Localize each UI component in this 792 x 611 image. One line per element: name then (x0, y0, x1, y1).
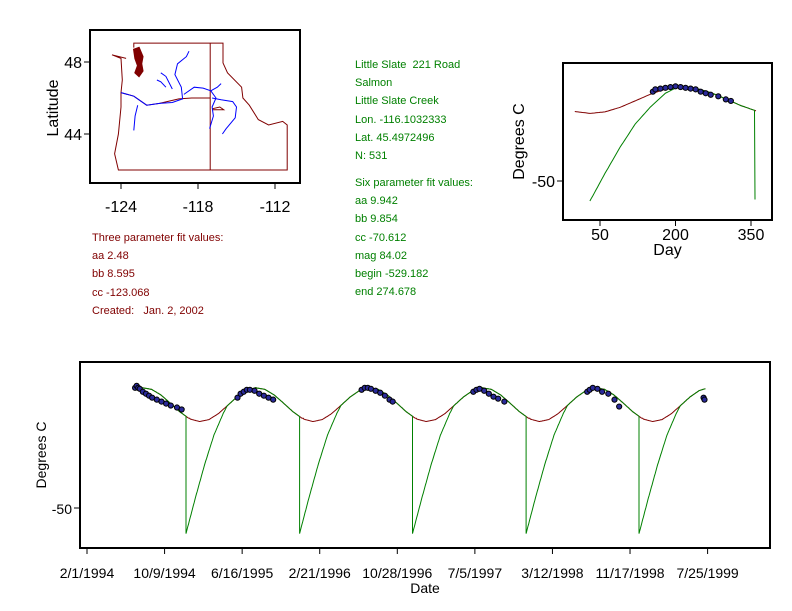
x-tick-label: 7/25/1999 (676, 565, 738, 581)
observed-point (692, 86, 699, 93)
observed-point (178, 406, 185, 413)
x-tick-label: -118 (183, 199, 214, 216)
plot-frame (79, 361, 771, 549)
x-tick-label: 200 (662, 227, 689, 244)
river-line (210, 83, 222, 92)
y-tick-label: -50 (52, 501, 72, 517)
y-axis-title: Degrees C (33, 422, 49, 489)
river-line (133, 105, 139, 131)
puget-sound-shape (132, 46, 144, 78)
state-border (211, 106, 226, 111)
six-fit-title: Six parameter fit values: (355, 177, 473, 189)
observed-point (697, 88, 704, 95)
x-tick-label: 10/28/1996 (362, 565, 432, 581)
three-parameter-fit: Three parameter fit values: aa 2.48 bb 8… (92, 229, 223, 320)
six-parameter-curve (134, 387, 706, 534)
observed-point (611, 396, 618, 403)
plot-frame (89, 29, 301, 184)
observed-point (598, 388, 606, 395)
x-tick-label: 10/9/1994 (133, 565, 195, 581)
observed-point (485, 390, 492, 397)
station-line: N: 531 (355, 150, 388, 163)
timeseries-chart: 2/1/1994 10/9/1994 6/16/1995 2/21/1996 10/28… (33, 361, 771, 596)
x-tick-label: 350 (738, 227, 765, 244)
river-line (212, 97, 238, 135)
six-fit-value: aa 9.942 (355, 195, 398, 208)
observed-point (701, 396, 708, 403)
x-tick-label: 2/1/1994 (60, 565, 115, 581)
six-fit-value: bb 9.854 (355, 213, 398, 226)
river-line (120, 50, 190, 106)
station-line: Lat. 45.4972496 (355, 131, 435, 144)
observed-point (662, 84, 669, 91)
y-axis-title: Latitude (45, 79, 62, 136)
observed-point (234, 394, 241, 401)
observed-point (594, 385, 601, 392)
annual-chart: 50 200 350 -50 Day Degrees C (511, 62, 773, 259)
observed-point (501, 398, 508, 405)
six-fit-value: end 274.678 (355, 286, 417, 299)
observed-point (377, 389, 384, 396)
observed-point (270, 396, 277, 403)
river-line (183, 86, 217, 129)
observed-point (652, 86, 659, 93)
observed-point (251, 387, 258, 394)
x-axis-title: Date (410, 580, 440, 596)
x-tick-label: 6/16/1995 (211, 565, 273, 581)
observed-point (715, 93, 722, 100)
x-tick-label: 7/5/1997 (448, 565, 503, 581)
observed-point (605, 390, 612, 397)
six-parameter-fit: Six parameter fit values: aa 9.942 bb 9.… (355, 174, 473, 301)
six-fit-value: mag 84.02 (355, 249, 407, 262)
x-tick-label: -124 (105, 199, 137, 216)
observed-point (481, 387, 488, 394)
three-fit-title: Three parameter fit values: (92, 232, 224, 244)
observed-point (672, 83, 679, 90)
observed-point (389, 398, 396, 405)
observed-point (495, 395, 502, 402)
y-axis-title: Degrees C (511, 103, 528, 179)
station-line: Little Slate Creek (355, 95, 439, 108)
x-tick-label: 11/17/1998 (596, 565, 665, 581)
observed-point (677, 83, 684, 91)
observed-point (727, 97, 734, 105)
three-fit-value: cc -123.068 (92, 286, 150, 299)
observed-point (702, 90, 709, 97)
x-tick-label: 3/12/1998 (521, 565, 583, 581)
observed-point (167, 402, 174, 409)
station-line: Salmon (355, 77, 393, 90)
observed-point (682, 84, 689, 91)
river-line (160, 72, 173, 90)
station-info: Little Slate 221 Road Salmon Little Slat… (355, 56, 460, 165)
observed-point (381, 392, 388, 399)
x-tick-label: -112 (260, 199, 291, 216)
y-tick-label: 44 (64, 127, 82, 144)
six-fit-value: cc -70.612 (355, 231, 407, 244)
observed-point (616, 403, 623, 410)
x-axis-title: Day (653, 242, 681, 259)
created-date: Created: Jan. 2, 2002 (92, 304, 204, 317)
observed-point (722, 96, 729, 103)
plot-frame (562, 62, 773, 221)
observed-point (667, 83, 674, 91)
state-border (111, 42, 288, 171)
three-fit-value: aa 2.48 (92, 250, 129, 263)
y-tick-label: -50 (532, 174, 555, 191)
x-tick-label: 2/21/1996 (289, 565, 351, 581)
station-line: Little Slate 221 Road (355, 59, 461, 71)
observed-point (657, 85, 664, 92)
x-tick-label: 50 (591, 227, 609, 244)
observed-point (687, 85, 694, 92)
three-fit-value: bb 8.595 (92, 268, 135, 281)
six-parameter-curve (589, 86, 756, 202)
river-line (156, 79, 167, 88)
station-line: Lon. -116.1032333 (355, 113, 447, 126)
six-fit-value: begin -529.182 (355, 268, 429, 281)
observed-point (707, 91, 714, 98)
y-tick-label: 48 (64, 55, 82, 72)
